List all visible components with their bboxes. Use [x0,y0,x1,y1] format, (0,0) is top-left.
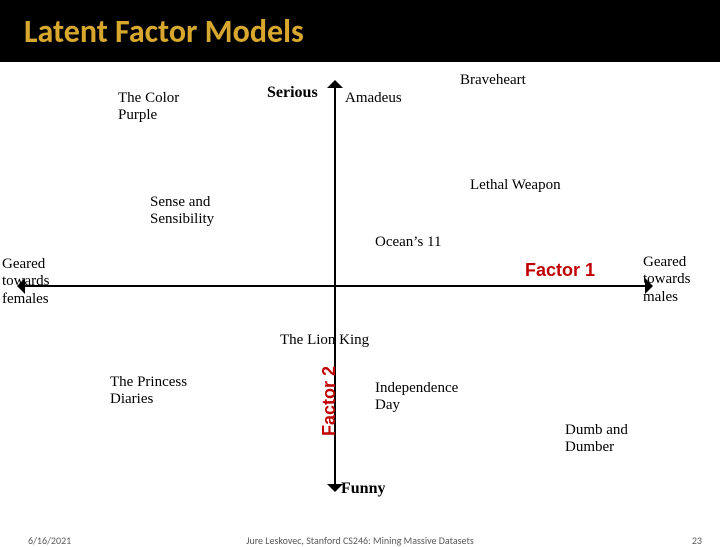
movie-label: Amadeus [345,90,402,107]
scatter-plot: Serious Funny Geared towards females Geared… [0,62,720,510]
movie-label: The Princess Diaries [110,374,187,409]
header: Latent Factor Models [0,0,720,62]
footer-page: 23 [692,534,702,547]
axis-label-right: Geared towards males [643,254,691,306]
movie-label: The Lion King [280,332,369,349]
movie-label: Ocean’s 11 [375,234,442,251]
footer-source: Jure Leskovec, Stanford CS246: Mining Ma… [0,534,720,547]
slide-title: Latent Factor Models [24,12,304,51]
axis-label-top: Serious [267,84,318,102]
movie-label: The Color Purple [118,90,179,125]
factor1-label: Factor 1 [525,260,595,281]
axis-label-bottom: Funny [341,480,385,498]
movie-label: Lethal Weapon [470,177,561,194]
axis-label-left: Geared towards females [2,256,50,308]
movie-label: Braveheart [460,72,526,89]
movie-label: Sense and Sensibility [150,194,214,229]
movie-label: Dumb and Dumber [565,422,628,457]
factor2-label: Factor 2 [319,366,340,436]
movie-label: Independence Day [375,380,458,415]
arrow-up-icon [327,80,343,88]
